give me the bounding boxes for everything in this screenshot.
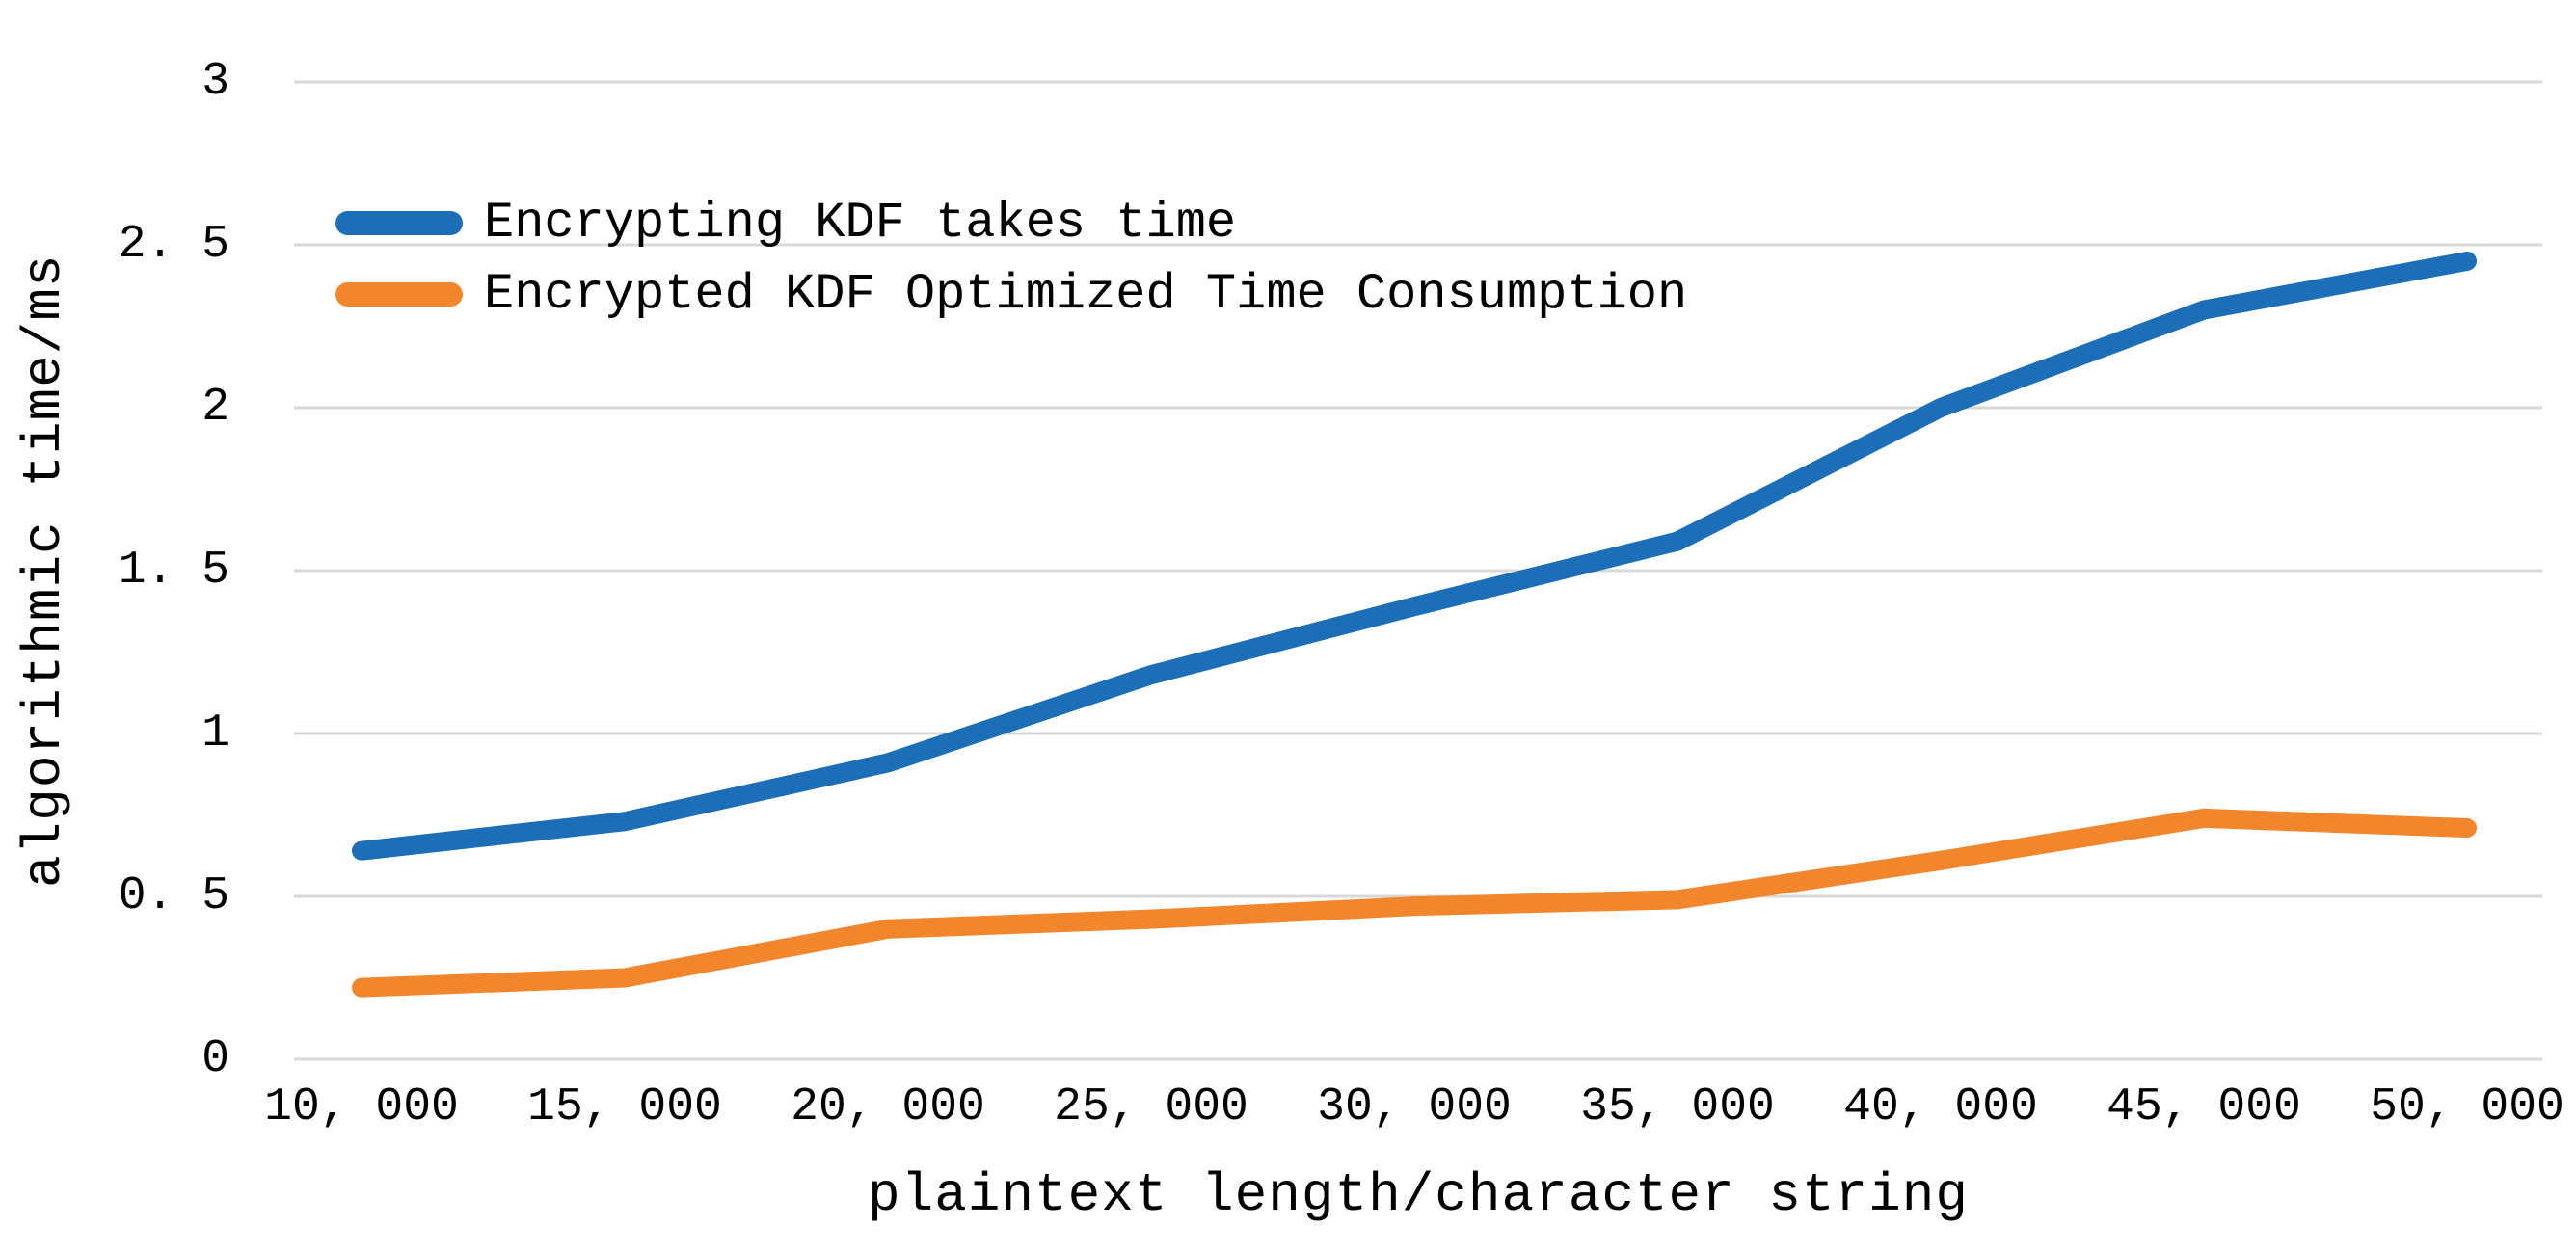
- y-tick-label: 1. 5: [118, 545, 229, 597]
- x-tick-label: 35, 000: [1580, 1081, 1775, 1133]
- x-tick-label: 45, 000: [2106, 1081, 2301, 1133]
- y-tick-label: 3: [201, 56, 229, 108]
- y-tick-label: 0: [201, 1033, 229, 1085]
- y-axis-title: algorithmic time/ms: [13, 253, 75, 888]
- series-line-1: [352, 808, 2477, 998]
- legend-item-1: Encrypted KDF Optimized Time Consumption: [335, 262, 1687, 326]
- x-tick-label: 20, 000: [791, 1081, 985, 1133]
- y-tick-label: 2: [201, 382, 229, 434]
- legend-swatch: [335, 210, 463, 235]
- series-line-0: [352, 251, 2477, 861]
- x-tick-label: 10, 000: [264, 1081, 459, 1133]
- y-tick-label: 2. 5: [118, 219, 229, 271]
- legend-swatch: [335, 281, 463, 307]
- x-tick-label: 50, 000: [2370, 1081, 2564, 1133]
- x-tick-label: 40, 000: [1843, 1081, 2038, 1133]
- x-axis-title: plaintext length/character string: [868, 1164, 1969, 1226]
- legend-label: Encrypting KDF takes time: [484, 194, 1237, 252]
- y-tick-label: 0. 5: [118, 870, 229, 922]
- x-tick-label: 15, 000: [527, 1081, 722, 1133]
- y-tick-label: 1: [201, 707, 229, 760]
- legend-label: Encrypted KDF Optimized Time Consumption: [484, 265, 1688, 323]
- legend: Encrypting KDF takes time Encrypted KDF O…: [335, 191, 1687, 333]
- legend-item-0: Encrypting KDF takes time: [335, 191, 1687, 254]
- x-tick-label: 25, 000: [1054, 1081, 1248, 1133]
- x-tick-label: 30, 000: [1317, 1081, 1512, 1133]
